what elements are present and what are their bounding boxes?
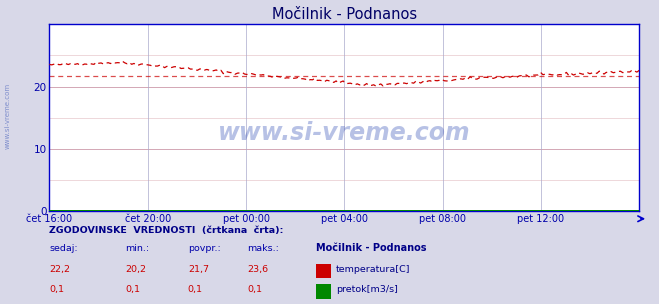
Text: 0,1: 0,1 [125,285,140,294]
Text: maks.:: maks.: [247,244,279,253]
Text: 0,1: 0,1 [247,285,262,294]
Text: 20,2: 20,2 [125,265,146,274]
Text: povpr.:: povpr.: [188,244,221,253]
Text: sedaj:: sedaj: [49,244,78,253]
Text: 0,1: 0,1 [49,285,65,294]
Text: 22,2: 22,2 [49,265,71,274]
Text: ZGODOVINSKE  VREDNOSTI  (črtkana  črta):: ZGODOVINSKE VREDNOSTI (črtkana črta): [49,226,284,235]
Text: www.si-vreme.com: www.si-vreme.com [218,121,471,145]
Text: pretok[m3/s]: pretok[m3/s] [336,285,398,294]
Text: min.:: min.: [125,244,150,253]
Title: Močilnik - Podnanos: Močilnik - Podnanos [272,7,417,22]
Text: 23,6: 23,6 [247,265,268,274]
Text: Močilnik - Podnanos: Močilnik - Podnanos [316,243,427,253]
Text: www.si-vreme.com: www.si-vreme.com [5,82,11,149]
Text: temperatura[C]: temperatura[C] [336,265,411,274]
Text: 21,7: 21,7 [188,265,209,274]
Text: 0,1: 0,1 [188,285,203,294]
